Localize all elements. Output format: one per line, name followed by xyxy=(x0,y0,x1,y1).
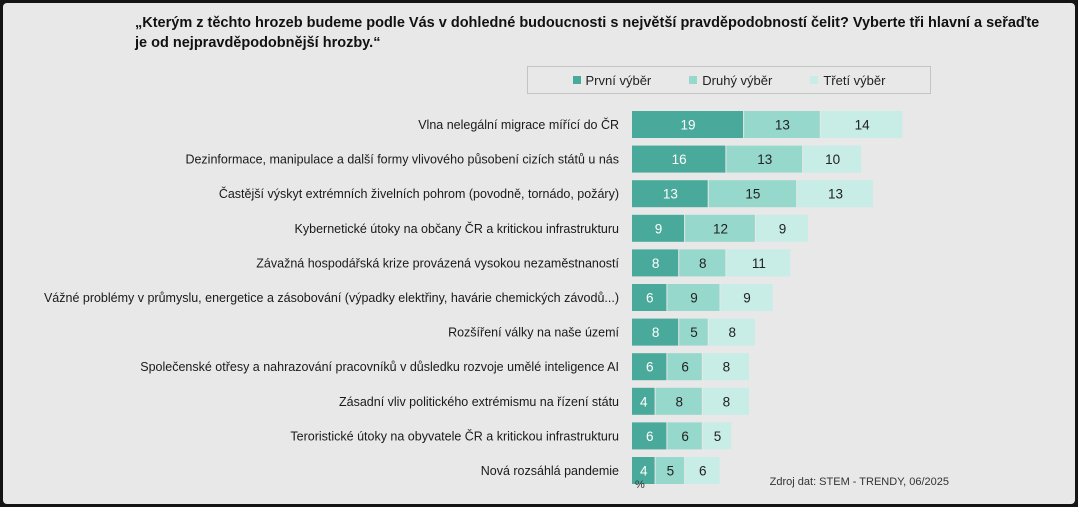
legend-label-second-choice: Druhý výběr xyxy=(702,72,773,88)
bar-value-label: 9 xyxy=(690,291,698,306)
bar-value-label: 8 xyxy=(652,256,660,271)
legend-swatch-third-choice xyxy=(810,76,819,84)
bar-segment-1 xyxy=(632,387,655,415)
legend-item-third-choice: Třetí výběr xyxy=(810,73,885,88)
bar-value-label: 14 xyxy=(855,118,871,133)
bar-value-label: 6 xyxy=(646,429,654,444)
bar-segment-3 xyxy=(726,249,791,277)
legend: První výběr Druhý výběr Třetí výběr xyxy=(527,66,931,94)
bar-segment-3 xyxy=(702,353,749,381)
bar-value-label: 6 xyxy=(681,429,689,444)
bar-value-label: 9 xyxy=(779,221,787,236)
bar-value-label: 8 xyxy=(699,256,707,271)
bar-value-label: 9 xyxy=(655,221,663,236)
bar-value-label: 13 xyxy=(663,187,678,202)
bar-value-label: 5 xyxy=(714,429,722,444)
axis-unit-label: % xyxy=(635,479,645,491)
stacked-bar-chart: Vlna nelegální migrace mířící do ČR 19 13 1… xyxy=(44,111,903,491)
legend-item-first-choice: První výběr xyxy=(572,72,652,88)
bar-segment-3 xyxy=(797,180,873,208)
bar-value-label: 8 xyxy=(723,394,731,409)
chart-frame: „Kterým z těchto hrozeb budeme podle Vás… xyxy=(3,3,1075,504)
category-label: Zásadní vliv politického extrémismu na ř… xyxy=(339,395,619,409)
bar-value-label: 19 xyxy=(681,118,696,133)
bar-value-label: 13 xyxy=(828,187,843,202)
bar-segment-1 xyxy=(632,111,744,138)
legend-label-third-choice: Třetí výběr xyxy=(823,72,886,88)
bar-segment-2 xyxy=(679,318,708,346)
bar-segment-3 xyxy=(755,214,808,242)
bar-segment-2 xyxy=(726,145,803,173)
bar-value-label: 4 xyxy=(640,464,648,479)
bar-segment-1 xyxy=(632,284,667,311)
chart-title: „Kterým z těchto hrozeb budeme podle Vás… xyxy=(135,15,1040,51)
bar-value-label: 9 xyxy=(743,291,751,306)
bar-segment-1 xyxy=(632,145,726,173)
bar-value-label: 8 xyxy=(675,394,683,409)
legend-label-first-choice: První výběr xyxy=(585,72,652,88)
category-label: Vážné problémy v průmyslu, energetice a … xyxy=(44,291,619,305)
category-label: Nová rozsáhlá pandemie xyxy=(481,464,619,478)
bar-segment-1 xyxy=(632,457,655,484)
bar-segment-2 xyxy=(667,422,702,450)
bar-value-label: 8 xyxy=(652,325,660,340)
bar-value-label: 5 xyxy=(690,325,698,340)
bar-segment-1 xyxy=(632,249,679,277)
category-label: Teroristické útoky na obyvatele ČR a kri… xyxy=(290,428,619,443)
bar-value-label: 6 xyxy=(699,464,707,479)
category-label: Dezinformace, manipulace a další formy v… xyxy=(185,153,619,167)
bar-value-label: 4 xyxy=(640,394,648,409)
bar-value-label: 6 xyxy=(646,360,654,375)
legend-swatch-first-choice xyxy=(572,76,581,84)
bar-segment-3 xyxy=(820,111,903,138)
bar-segment-1 xyxy=(632,353,667,381)
category-label: Společenské otřesy a nahrazování pracovn… xyxy=(140,360,619,374)
bar-segment-1 xyxy=(632,214,685,242)
bar-value-label: 16 xyxy=(672,152,687,167)
category-label: Kybernetické útoky na občany ČR a kritic… xyxy=(295,221,619,236)
category-label: Častější výskyt extrémních živelních poh… xyxy=(219,186,619,201)
legend-item-second-choice: Druhý výběr xyxy=(689,73,772,88)
legend-swatch-second-choice xyxy=(689,76,698,84)
bar-value-label: 10 xyxy=(825,152,840,167)
bar-segment-3 xyxy=(685,457,720,484)
category-label: Vlna nelegální migrace mířící do ČR xyxy=(418,117,619,132)
bar-segment-2 xyxy=(744,111,820,138)
bar-value-label: 6 xyxy=(681,360,689,375)
bar-value-label: 13 xyxy=(775,118,790,133)
bar-segment-3 xyxy=(702,387,749,415)
bar-segment-2 xyxy=(655,457,685,484)
bar-segment-2 xyxy=(655,387,702,415)
bar-value-label: 5 xyxy=(667,464,675,479)
bar-segment-2 xyxy=(667,284,720,311)
bar-segment-3 xyxy=(702,422,732,450)
bar-segment-3 xyxy=(708,318,755,346)
bar-value-label: 6 xyxy=(646,291,654,306)
bar-segment-2 xyxy=(679,249,726,277)
bar-value-label: 11 xyxy=(752,256,766,271)
bar-value-label: 12 xyxy=(713,221,728,236)
bar-segment-3 xyxy=(720,284,773,311)
category-label: Rozšíření války na naše území xyxy=(448,326,619,340)
data-source-note: Zdroj dat: STEM - TRENDY, 06/2025 xyxy=(769,476,949,488)
bar-segment-1 xyxy=(632,180,708,208)
category-label: Závažná hospodářská krize provázená vyso… xyxy=(256,256,619,270)
bar-segment-2 xyxy=(685,214,755,242)
bar-segment-2 xyxy=(708,180,797,208)
bar-segment-3 xyxy=(803,145,862,173)
bar-segment-1 xyxy=(632,318,679,346)
bar-segment-2 xyxy=(667,353,702,381)
bar-value-label: 15 xyxy=(745,187,760,202)
bar-segment-1 xyxy=(632,422,667,450)
bar-value-label: 13 xyxy=(757,152,772,167)
bar-value-label: 8 xyxy=(723,360,731,375)
bar-value-label: 8 xyxy=(729,325,737,340)
